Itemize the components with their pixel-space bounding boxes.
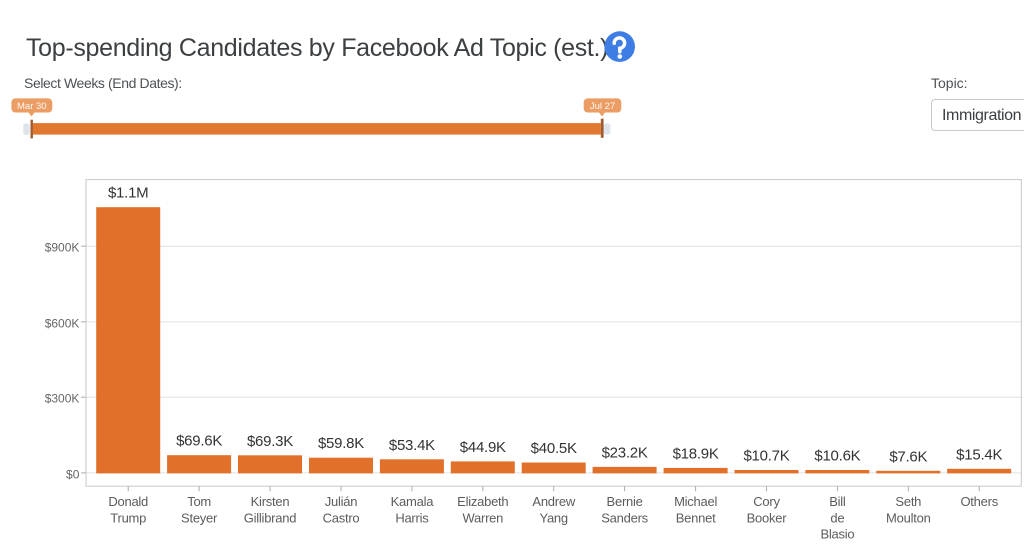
svg-text:$40.5K: $40.5K — [531, 440, 577, 457]
svg-text:$44.9K: $44.9K — [460, 439, 506, 456]
svg-text:$0: $0 — [66, 467, 80, 481]
svg-text:$1.1M: $1.1M — [108, 185, 148, 202]
svg-text:$59.8K: $59.8K — [318, 435, 364, 452]
svg-text:$15.4K: $15.4K — [956, 446, 1002, 463]
svg-text:Jul 27: Jul 27 — [590, 101, 615, 112]
svg-text:$600K: $600K — [45, 316, 80, 330]
svg-text:$69.6K: $69.6K — [176, 433, 222, 450]
svg-text:$300K: $300K — [45, 392, 80, 406]
svg-text:$900K: $900K — [45, 241, 80, 255]
svg-text:$7.6K: $7.6K — [889, 448, 927, 465]
svg-text:Mar 30: Mar 30 — [17, 101, 47, 112]
svg-text:$10.6K: $10.6K — [814, 448, 860, 465]
svg-text:$10.7K: $10.7K — [743, 448, 789, 465]
svg-text:$53.4K: $53.4K — [389, 437, 435, 454]
svg-text:$18.9K: $18.9K — [673, 445, 719, 462]
svg-text:Others: Others — [960, 494, 998, 509]
svg-text:$69.3K: $69.3K — [247, 433, 293, 450]
svg-text:$23.2K: $23.2K — [602, 444, 648, 461]
